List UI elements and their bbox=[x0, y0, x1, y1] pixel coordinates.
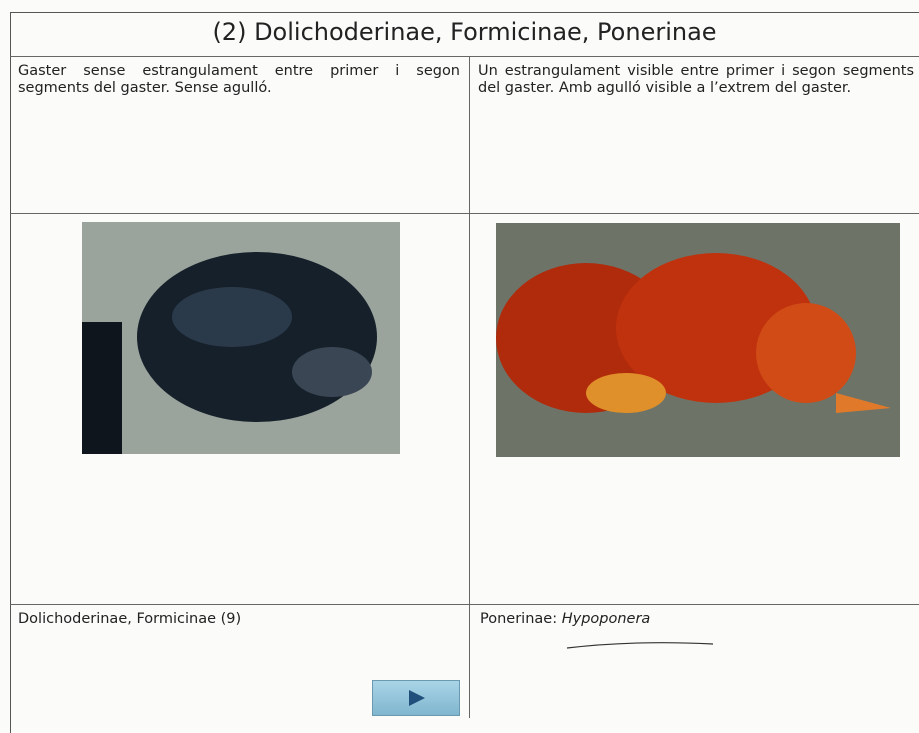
key-title: (2) Dolichoderinae, Formicinae, Ponerina… bbox=[212, 18, 717, 46]
ant-photo-red bbox=[496, 223, 900, 457]
handwritten-underline bbox=[566, 642, 714, 649]
description: Un estrangulament visible entre primer i… bbox=[478, 63, 914, 96]
table-frame bbox=[10, 12, 919, 733]
row-divider bbox=[10, 604, 919, 605]
genus: Hypoponera bbox=[561, 611, 651, 627]
next-button[interactable] bbox=[372, 680, 460, 716]
play-icon bbox=[409, 690, 425, 706]
ant-photo-dark bbox=[82, 222, 400, 454]
result: Ponerinae: Hypoponera bbox=[480, 611, 910, 628]
result: Dolichoderinae, Formicinae (9) bbox=[18, 611, 242, 627]
page: (2) Dolichoderinae, Formicinae, Ponerina… bbox=[10, 12, 919, 733]
subfamily: Ponerinae: bbox=[480, 611, 558, 627]
row-divider bbox=[10, 56, 919, 57]
row-divider bbox=[10, 213, 919, 214]
column-divider bbox=[469, 56, 470, 718]
description: Gaster sense estrangulament entre primer… bbox=[18, 63, 460, 96]
